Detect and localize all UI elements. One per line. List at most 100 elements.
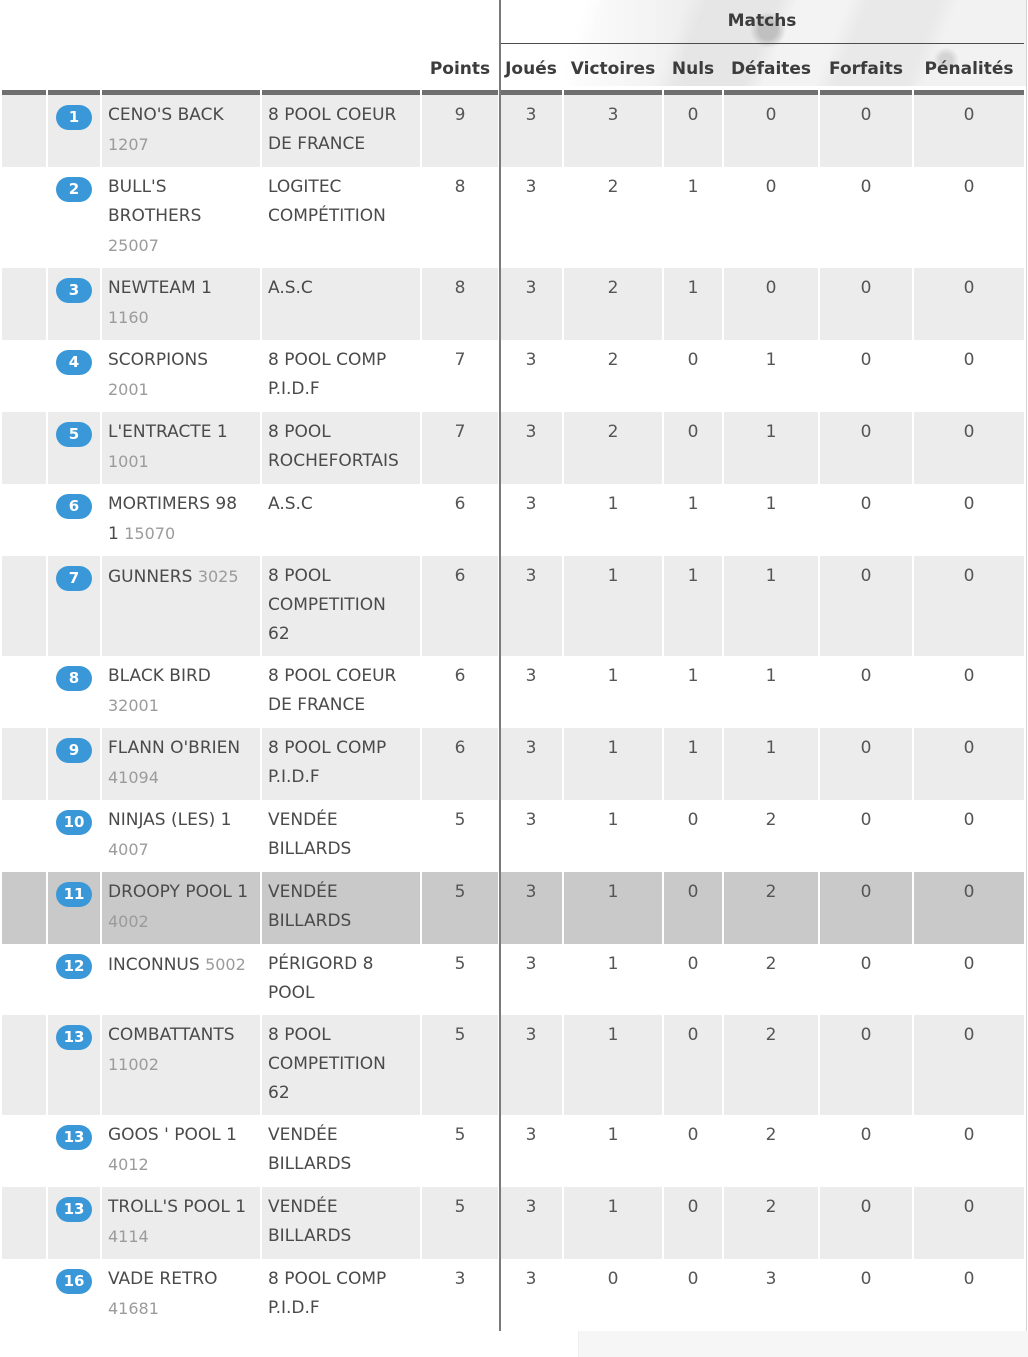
table-row[interactable]: 12 INCONNUS 5002 PÉRIGORD 8 POOL 5 3 1 0… [2, 944, 1025, 1015]
penalites-cell: 0 [914, 268, 1025, 340]
rank-cell: 1 [48, 95, 100, 167]
forfaits-cell: 0 [820, 656, 912, 728]
table-row[interactable]: 13 COMBATTANTS 11002 8 POOL COMPETITION … [2, 1015, 1025, 1115]
standings-page: Matchs Points Joués Victoires Nuls Défai… [2, 0, 1027, 1331]
team-name: DROOPY POOL 1 [108, 882, 249, 902]
forfaits-cell: 0 [820, 728, 912, 800]
forfaits-cell: 0 [820, 1187, 912, 1259]
nuls-cell: 1 [664, 268, 722, 340]
team-license: 15070 [124, 524, 176, 543]
team-license: 4002 [108, 912, 149, 931]
table-row[interactable]: 3 NEWTEAM 1 1160 A.S.C 8 3 2 1 0 0 0 [2, 268, 1025, 340]
points-cell: 9 [422, 95, 498, 167]
team-license: 41681 [108, 1299, 159, 1318]
defaites-cell: 2 [724, 1187, 818, 1259]
penalites-cell: 0 [914, 872, 1025, 944]
team-license: 1001 [108, 452, 149, 471]
nuls-cell: 1 [664, 167, 722, 268]
joues-cell: 3 [500, 728, 562, 800]
rank-cell: 13 [48, 1015, 100, 1115]
team-name: NEWTEAM 1 [108, 278, 212, 298]
points-cell: 6 [422, 728, 498, 800]
club-name: A.S.C [268, 494, 313, 514]
table-row[interactable]: 10 NINJAS (LES) 1 4007 VENDÉE BILLARDS 5… [2, 800, 1025, 872]
victoires-cell: 2 [564, 167, 662, 268]
club-cell: A.S.C [262, 484, 420, 556]
row-spacer-cell [2, 800, 46, 872]
table-row[interactable]: 8 BLACK BIRD 32001 8 POOL COEUR DE FRANC… [2, 656, 1025, 728]
defaites-cell: 2 [724, 1015, 818, 1115]
team-cell: FLANN O'BRIEN 41094 [102, 728, 260, 800]
team-name: CENO'S BACK [108, 105, 224, 125]
club-name: VENDÉE BILLARDS [268, 1125, 352, 1174]
team-cell: GUNNERS 3025 [102, 556, 260, 656]
forfaits-cell: 0 [820, 1259, 912, 1331]
defaites-cell: 0 [724, 95, 818, 167]
points-cell: 3 [422, 1259, 498, 1331]
club-name: VENDÉE BILLARDS [268, 1197, 352, 1246]
points-cell: 8 [422, 167, 498, 268]
defaites-cell: 1 [724, 484, 818, 556]
joues-cell: 3 [500, 1187, 562, 1259]
forfaits-cell: 0 [820, 412, 912, 484]
table-row[interactable]: 16 VADE RETRO 41681 8 POOL COMP P.I.D.F … [2, 1259, 1025, 1331]
table-row[interactable]: 1 CENO'S BACK 1207 8 POOL COEUR DE FRANC… [2, 95, 1025, 167]
table-row[interactable]: 2 BULL'S BROTHERS 25007 LOGITEC COMPÉTIT… [2, 167, 1025, 268]
rank-cell: 13 [48, 1187, 100, 1259]
team-name: INCONNUS [108, 955, 200, 975]
team-license: 1160 [108, 308, 149, 327]
club-cell: PÉRIGORD 8 POOL [262, 944, 420, 1015]
rank-badge: 7 [56, 566, 92, 591]
table-row[interactable]: 13 GOOS ' POOL 1 4012 VENDÉE BILLARDS 5 … [2, 1115, 1025, 1187]
victoires-cell: 2 [564, 412, 662, 484]
club-name: 8 POOL COMP P.I.D.F [268, 350, 387, 399]
penalites-cell: 0 [914, 340, 1025, 412]
table-row[interactable]: 13 TROLL'S POOL 1 4114 VENDÉE BILLARDS 5… [2, 1187, 1025, 1259]
table-row[interactable]: 5 L'ENTRACTE 1 1001 8 POOL ROCHEFORTAIS … [2, 412, 1025, 484]
table-row[interactable]: 4 SCORPIONS 2001 8 POOL COMP P.I.D.F 7 3… [2, 340, 1025, 412]
row-spacer-cell [2, 1015, 46, 1115]
points-cell: 6 [422, 656, 498, 728]
rank-badge: 5 [56, 422, 92, 447]
rank-cell: 6 [48, 484, 100, 556]
club-name: A.S.C [268, 278, 313, 298]
joues-cell: 3 [500, 1015, 562, 1115]
forfaits-cell: 0 [820, 872, 912, 944]
rank-badge: 9 [56, 738, 92, 763]
col-header-nuls: Nuls [664, 44, 722, 95]
nuls-cell: 0 [664, 340, 722, 412]
table-row[interactable]: 6 MORTIMERS 98 1 15070 A.S.C 6 3 1 1 1 0… [2, 484, 1025, 556]
team-license: 2001 [108, 380, 149, 399]
points-cell: 7 [422, 340, 498, 412]
joues-cell: 3 [500, 340, 562, 412]
team-cell: VADE RETRO 41681 [102, 1259, 260, 1331]
forfaits-cell: 0 [820, 556, 912, 656]
defaites-cell: 0 [724, 268, 818, 340]
defaites-cell: 2 [724, 944, 818, 1015]
table-row[interactable]: 11 DROOPY POOL 1 4002 VENDÉE BILLARDS 5 … [2, 872, 1025, 944]
penalites-cell: 0 [914, 95, 1025, 167]
penalites-cell: 0 [914, 1259, 1025, 1331]
club-name: 8 POOL COMPETITION 62 [268, 1025, 386, 1103]
row-spacer-cell [2, 340, 46, 412]
club-cell: 8 POOL COMP P.I.D.F [262, 1259, 420, 1331]
nuls-cell: 1 [664, 728, 722, 800]
forfaits-cell: 0 [820, 95, 912, 167]
joues-cell: 3 [500, 1115, 562, 1187]
team-name: GUNNERS [108, 567, 193, 587]
rank-cell: 12 [48, 944, 100, 1015]
defaites-cell: 1 [724, 556, 818, 656]
team-license: 41094 [108, 768, 159, 787]
points-cell: 6 [422, 484, 498, 556]
table-row[interactable]: 7 GUNNERS 3025 8 POOL COMPETITION 62 6 3… [2, 556, 1025, 656]
team-name: COMBATTANTS [108, 1025, 235, 1045]
table-row[interactable]: 9 FLANN O'BRIEN 41094 8 POOL COMP P.I.D.… [2, 728, 1025, 800]
team-license: 3025 [197, 567, 239, 586]
group-header-row: Matchs [2, 0, 1025, 44]
rank-cell: 16 [48, 1259, 100, 1331]
club-cell: VENDÉE BILLARDS [262, 872, 420, 944]
team-cell: NEWTEAM 1 1160 [102, 268, 260, 340]
team-name: VADE RETRO [108, 1269, 218, 1289]
club-name: 8 POOL COMPETITION 62 [268, 566, 386, 644]
